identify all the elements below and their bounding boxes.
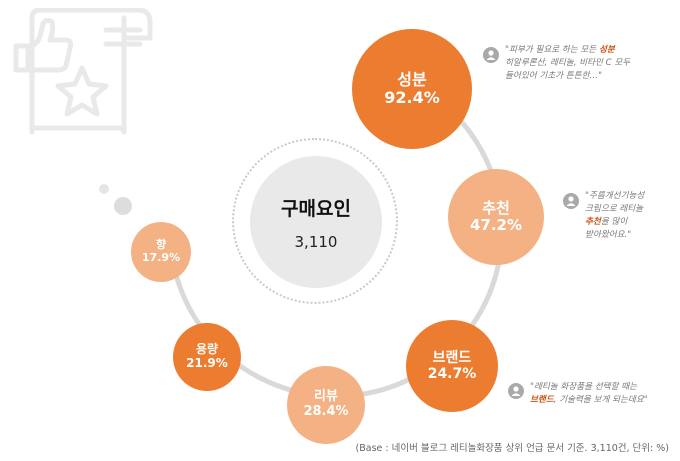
factor-label: 용량: [195, 342, 219, 357]
center-title: 구매요인: [281, 197, 351, 220]
user-icon: [563, 193, 579, 209]
user-icon: [508, 383, 524, 399]
center-hub: 구매요인 3,110: [250, 156, 382, 288]
factor-label: 브랜드: [432, 349, 472, 366]
factor-value: 28.4%: [303, 404, 349, 419]
factor-bubble-brand: 브랜드 24.7%: [406, 320, 498, 412]
base-note: (Base : 네이버 블로그 레티놀화장품 상위 언급 문서 기준. 3,11…: [355, 443, 669, 454]
factor-label: 향: [155, 238, 167, 252]
factor-value: 21.9%: [186, 356, 228, 370]
center-dotted-ring: [232, 138, 398, 304]
quote-brand: "레티놀 화장품을 선택할 때는 브랜드, 기술력을 보게 되는데요": [530, 381, 648, 407]
thumbs-up-star-document-icon: [13, 8, 153, 135]
factor-label: 성분: [397, 69, 427, 89]
quote-text: , 기술력을 보게 되는데요": [553, 395, 648, 405]
quote-text: 받아왔어요.": [585, 230, 632, 240]
quote-highlight: 추천: [585, 217, 601, 227]
factor-value: 17.9%: [141, 251, 181, 264]
quote-text: "피부가 필요로 하는 모든: [505, 45, 599, 55]
quote-text: 히알루론산, 레티놀, 비타민 C 모두: [505, 58, 631, 68]
factor-value: 47.2%: [469, 216, 523, 234]
quote-recommendation: "주름개선기능성 크림으로 레티놀 추천을 많이 받아왔어요.": [585, 190, 644, 242]
factor-label: 추천: [482, 198, 510, 217]
quote-highlight: 브랜드: [530, 395, 554, 405]
decor-dot-small: [99, 184, 109, 194]
quote-text: "주름개선기능성: [585, 191, 645, 201]
quote-text: "레티놀 화장품을 선택할 때는: [530, 382, 638, 392]
factor-bubble-scent: 향 17.9%: [131, 222, 191, 282]
quote-highlight: 성분: [598, 45, 615, 55]
decor-dot-large: [114, 197, 132, 215]
quote-text: 들어있어 기초가 튼튼한…": [505, 71, 603, 81]
factor-value: 24.7%: [427, 366, 477, 382]
user-icon: [483, 47, 499, 63]
factor-bubble-ingredient: 성분 92.4%: [352, 29, 472, 149]
factor-bubble-review: 리뷰 28.4%: [287, 366, 365, 444]
quote-ingredient: "피부가 필요로 하는 모든 성분 히알루론산, 레티놀, 비타민 C 모두 들…: [505, 44, 630, 83]
factor-bubble-volume: 용량 21.9%: [173, 323, 241, 391]
quote-text: 크림으로 레티놀: [585, 204, 644, 214]
factor-value: 92.4%: [384, 88, 440, 107]
center-value: 3,110: [294, 232, 338, 251]
factor-label: 리뷰: [314, 389, 338, 405]
factor-bubble-recommendation: 추천 47.2%: [448, 169, 544, 265]
quote-text: 을 많이: [600, 217, 628, 227]
